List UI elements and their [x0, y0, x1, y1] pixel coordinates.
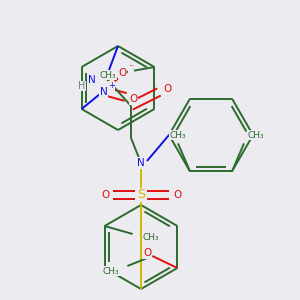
Text: CH₃: CH₃: [170, 131, 186, 140]
Text: CH₃: CH₃: [103, 266, 119, 275]
Text: ⁻: ⁻: [128, 63, 133, 73]
Text: H: H: [78, 81, 86, 91]
Text: N: N: [137, 158, 145, 168]
Text: O: O: [143, 248, 152, 258]
Text: O: O: [163, 84, 171, 94]
Text: CH₃: CH₃: [142, 232, 159, 242]
Text: +: +: [108, 82, 115, 91]
Text: CH₃: CH₃: [248, 131, 265, 140]
Text: N: N: [100, 87, 107, 97]
Text: O: O: [130, 94, 138, 104]
Text: O: O: [173, 190, 181, 200]
Text: O: O: [118, 68, 127, 78]
Text: O: O: [101, 190, 109, 200]
Text: CH₃: CH₃: [100, 70, 116, 80]
Text: S: S: [137, 188, 145, 202]
Text: N: N: [88, 75, 96, 85]
